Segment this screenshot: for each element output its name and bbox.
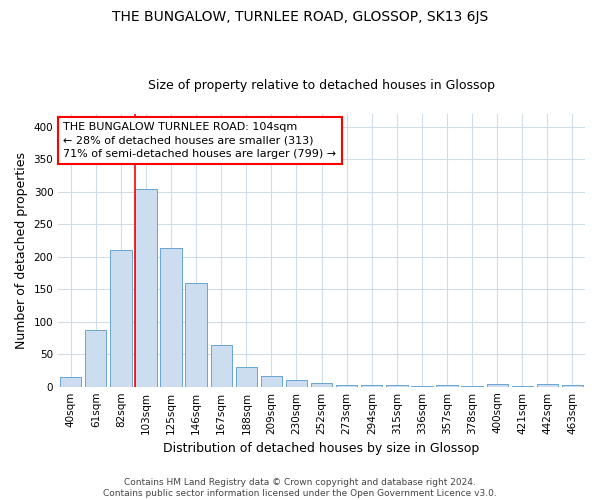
Bar — [286, 380, 307, 386]
Bar — [160, 248, 182, 386]
Bar — [185, 283, 207, 387]
Bar — [211, 345, 232, 387]
Bar — [85, 330, 106, 386]
Bar — [487, 384, 508, 386]
Bar — [311, 383, 332, 386]
X-axis label: Distribution of detached houses by size in Glossop: Distribution of detached houses by size … — [163, 442, 480, 455]
Y-axis label: Number of detached properties: Number of detached properties — [15, 152, 28, 349]
Title: Size of property relative to detached houses in Glossop: Size of property relative to detached ho… — [148, 79, 495, 92]
Text: Contains HM Land Registry data © Crown copyright and database right 2024.
Contai: Contains HM Land Registry data © Crown c… — [103, 478, 497, 498]
Bar — [436, 384, 458, 386]
Text: THE BUNGALOW, TURNLEE ROAD, GLOSSOP, SK13 6JS: THE BUNGALOW, TURNLEE ROAD, GLOSSOP, SK1… — [112, 10, 488, 24]
Bar — [336, 384, 358, 386]
Text: THE BUNGALOW TURNLEE ROAD: 104sqm
← 28% of detached houses are smaller (313)
71%: THE BUNGALOW TURNLEE ROAD: 104sqm ← 28% … — [64, 122, 337, 158]
Bar — [236, 367, 257, 386]
Bar — [537, 384, 558, 386]
Bar — [60, 377, 82, 386]
Bar — [261, 376, 282, 386]
Bar — [136, 188, 157, 386]
Bar — [110, 250, 131, 386]
Bar — [361, 384, 382, 386]
